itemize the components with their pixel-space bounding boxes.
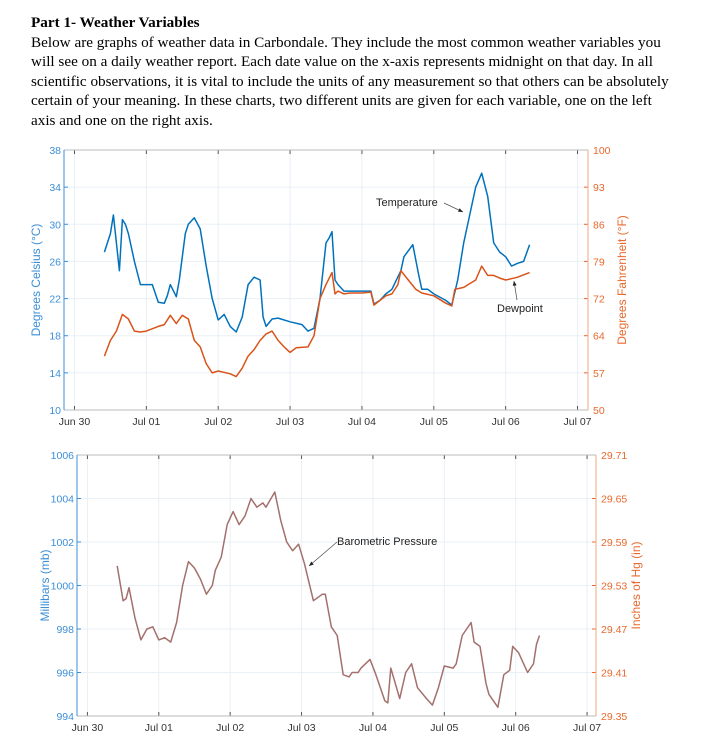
y-right-tick-label: 29.41 — [601, 668, 627, 680]
y-right-tick-label: 64 — [593, 331, 605, 343]
y-right-tick-label: 29.53 — [601, 581, 627, 593]
paragraph-line: axis and one on the right axis. — [31, 111, 213, 129]
y-tick-label: 998 — [56, 624, 74, 636]
series-line-dewpoint — [103, 265, 530, 378]
y-right-tick-label: 79 — [593, 256, 605, 268]
y-right-tick-label: 29.59 — [601, 537, 627, 549]
series-line-temperature — [103, 172, 531, 333]
y-right-tick-label: 57 — [593, 368, 605, 380]
x-tick-label: Jul 02 — [204, 416, 232, 428]
y-tick-label: 38 — [49, 145, 61, 157]
y-tick-label: 1000 — [51, 581, 75, 593]
chart-2: 994 29.35 996 29.41 998 29.47 1000 29.53 1002 29.… — [38, 450, 643, 734]
y-right-tick-label: 100 — [593, 145, 611, 157]
arrowhead-icon — [309, 561, 314, 566]
y-tick-label: 30 — [49, 219, 61, 231]
series-line-barometric-pressure — [116, 491, 541, 709]
x-tick-label: Jul 03 — [288, 722, 316, 734]
paragraph-line: scientific observations, it is vital to … — [31, 72, 669, 90]
x-tick-label: Jul 07 — [573, 722, 601, 734]
y-tick-label: 1004 — [51, 494, 75, 506]
y-tick-label: 34 — [49, 182, 61, 194]
section-title: Part 1- Weather Variables — [31, 14, 200, 31]
y-right-tick-label: 29.47 — [601, 624, 627, 636]
y-right-tick-label: 86 — [593, 219, 605, 231]
annotation-label: Temperature — [376, 197, 438, 209]
x-tick-label: Jul 05 — [430, 722, 458, 734]
y-tick-label: 994 — [56, 711, 74, 723]
y-right-tick-label: 93 — [593, 182, 605, 194]
x-tick-label: Jul 02 — [216, 722, 244, 734]
y-right-tick-label: 29.65 — [601, 494, 627, 506]
y-axis-label: Millibars (mb) — [38, 549, 52, 621]
x-tick-label: Jun 30 — [72, 722, 104, 734]
y-tick-label: 26 — [49, 256, 61, 268]
annotation-label: Barometric Pressure — [337, 536, 437, 548]
x-tick-label: Jul 04 — [348, 416, 376, 428]
y-right-tick-label: 72 — [593, 294, 605, 306]
x-tick-label: Jul 07 — [564, 416, 592, 428]
x-tick-label: Jul 04 — [359, 722, 387, 734]
arrowhead-icon — [512, 281, 517, 286]
y-tick-label: 14 — [49, 368, 61, 380]
x-tick-label: Jul 06 — [492, 416, 520, 428]
x-tick-label: Jul 01 — [132, 416, 160, 428]
instructions-text: Part 1- Weather Variables Below are grap… — [31, 13, 716, 130]
paragraph-line: will see on a daily weather report. Each… — [31, 53, 653, 70]
y-right-tick-label: 50 — [593, 405, 605, 417]
y-tick-label: 996 — [56, 668, 74, 680]
y-tick-label: 1006 — [51, 450, 75, 462]
x-tick-label: Jul 05 — [420, 416, 448, 428]
x-tick-label: Jul 01 — [145, 722, 173, 734]
paragraph-line: Below are graphs of weather data in Carb… — [31, 33, 661, 51]
chart-1: 10 50 14 57 18 64 22 72 26 79 30 86 34 93 38 100 Jun 30 J… — [29, 145, 629, 428]
annotation-label: Dewpoint — [497, 303, 543, 315]
x-tick-label: Jun 30 — [59, 416, 91, 428]
y-right-tick-label: 29.71 — [601, 450, 627, 462]
y-tick-label: 18 — [49, 331, 61, 343]
arrowhead-icon — [458, 208, 463, 212]
y-right-tick-label: 29.35 — [601, 711, 627, 723]
y-axis-right-label: Inches of Hg (in) — [629, 541, 643, 629]
paragraph-line: certain of your meaning. In these charts… — [31, 92, 652, 109]
y-axis-right-label: Degrees Fahrenheit (°F) — [615, 215, 629, 345]
y-tick-label: 22 — [49, 294, 61, 306]
x-tick-label: Jul 06 — [502, 722, 530, 734]
y-axis-label: Degrees Celsius (°C) — [29, 224, 43, 337]
y-tick-label: 10 — [49, 405, 61, 417]
y-tick-label: 1002 — [51, 537, 75, 549]
annotation-arrow — [308, 541, 338, 567]
x-tick-label: Jul 03 — [276, 416, 304, 428]
